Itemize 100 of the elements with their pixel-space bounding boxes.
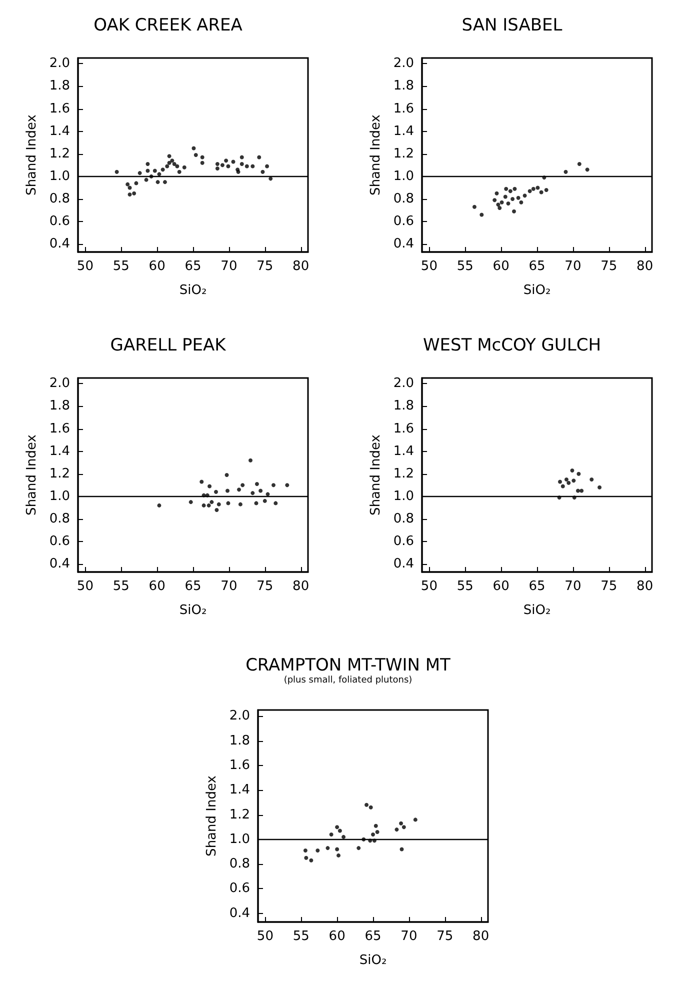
point: [238, 502, 242, 506]
point: [374, 824, 378, 828]
point: [329, 832, 334, 836]
point: [336, 853, 340, 858]
point: [165, 164, 170, 168]
y-tick-label: 1.6: [393, 101, 414, 116]
x-tick-label: 55: [456, 259, 474, 274]
y-tick-label: 0.4: [393, 556, 414, 572]
point: [496, 202, 500, 207]
point: [335, 825, 340, 830]
y-tick-label: 0.4: [393, 236, 414, 252]
point: [156, 180, 160, 184]
point: [244, 164, 249, 168]
point: [157, 503, 162, 508]
x-tick-label: 75: [600, 259, 618, 274]
point: [577, 162, 582, 166]
point: [160, 168, 165, 172]
point: [375, 830, 380, 834]
chart-title: GARELL PEAK: [110, 336, 227, 356]
point: [170, 158, 174, 163]
point: [528, 189, 532, 194]
point: [114, 170, 119, 174]
y-axis-title: Shand Index: [368, 434, 384, 516]
y-tick-label: 0.8: [393, 511, 414, 526]
point: [364, 802, 369, 807]
y-tick-label: 0.6: [393, 214, 414, 230]
y-tick-label: 2.0: [49, 56, 70, 72]
point: [342, 834, 346, 839]
point: [472, 204, 476, 209]
x-tick-label: 55: [112, 579, 130, 594]
x-tick-label: 65: [184, 579, 202, 594]
point: [480, 212, 484, 217]
x-tick-label: 55: [292, 929, 310, 944]
point: [272, 483, 276, 488]
point: [400, 847, 404, 852]
y-tick-label: 1.8: [49, 78, 70, 94]
y-tick-label: 0.6: [393, 534, 414, 550]
y-tick-label: 1.4: [229, 782, 250, 798]
x-tick-label: 75: [600, 579, 618, 594]
y-tick-label: 0.4: [49, 556, 70, 572]
point: [237, 488, 241, 492]
point: [144, 178, 148, 182]
x-tick-label: 65: [364, 929, 382, 944]
point: [215, 162, 220, 166]
y-tick-label: 1.8: [393, 398, 414, 414]
point: [157, 172, 162, 176]
point: [194, 153, 198, 157]
x-tick-label: 50: [256, 929, 274, 944]
x-tick-label: 60: [148, 579, 166, 594]
point: [260, 170, 265, 174]
y-tick-label: 1.0: [229, 832, 250, 847]
point: [512, 186, 517, 191]
y-tick-label: 1.8: [49, 398, 70, 414]
point: [522, 194, 527, 198]
point: [262, 498, 267, 503]
point: [508, 189, 512, 194]
point: [220, 163, 224, 168]
point: [303, 848, 308, 853]
point: [368, 805, 373, 810]
point: [413, 818, 418, 822]
point: [132, 191, 136, 196]
x-tick-label: 60: [492, 579, 510, 594]
chart-title: CRAMPTON MT-TWIN MT: [246, 656, 452, 676]
point: [576, 488, 580, 493]
point: [152, 168, 157, 173]
x-tick-label: 60: [328, 929, 346, 944]
x-tick-label: 75: [436, 929, 454, 944]
x-tick-label: 70: [220, 579, 238, 594]
point: [506, 202, 510, 206]
point: [304, 856, 308, 860]
point: [492, 198, 497, 202]
point: [182, 165, 186, 170]
y-tick-label: 1.4: [393, 124, 414, 139]
y-tick-label: 0.8: [49, 191, 70, 206]
x-tick-label: 65: [528, 579, 546, 594]
point: [200, 160, 204, 165]
chart-title: SAN ISABEL: [462, 16, 563, 36]
y-axis-title: Shand Index: [204, 775, 220, 856]
point: [572, 478, 576, 483]
point: [216, 502, 221, 506]
point: [231, 160, 236, 164]
point: [200, 155, 204, 160]
point: [188, 500, 193, 504]
point: [214, 508, 219, 512]
x-tick-label: 55: [112, 259, 130, 274]
x-tick-label: 65: [184, 259, 202, 274]
point: [510, 196, 515, 201]
point: [539, 190, 544, 194]
point: [564, 478, 568, 482]
point: [394, 828, 399, 832]
x-tick-label: 50: [76, 259, 94, 274]
chart-title: OAK CREEK AREA: [94, 16, 243, 36]
x-axis-title: SiO₂: [179, 603, 207, 618]
point: [167, 160, 172, 165]
point: [570, 468, 574, 472]
point: [226, 164, 230, 168]
point: [560, 484, 565, 488]
point: [531, 186, 536, 191]
y-axis-title: Shand Index: [24, 114, 40, 196]
point: [224, 473, 229, 477]
